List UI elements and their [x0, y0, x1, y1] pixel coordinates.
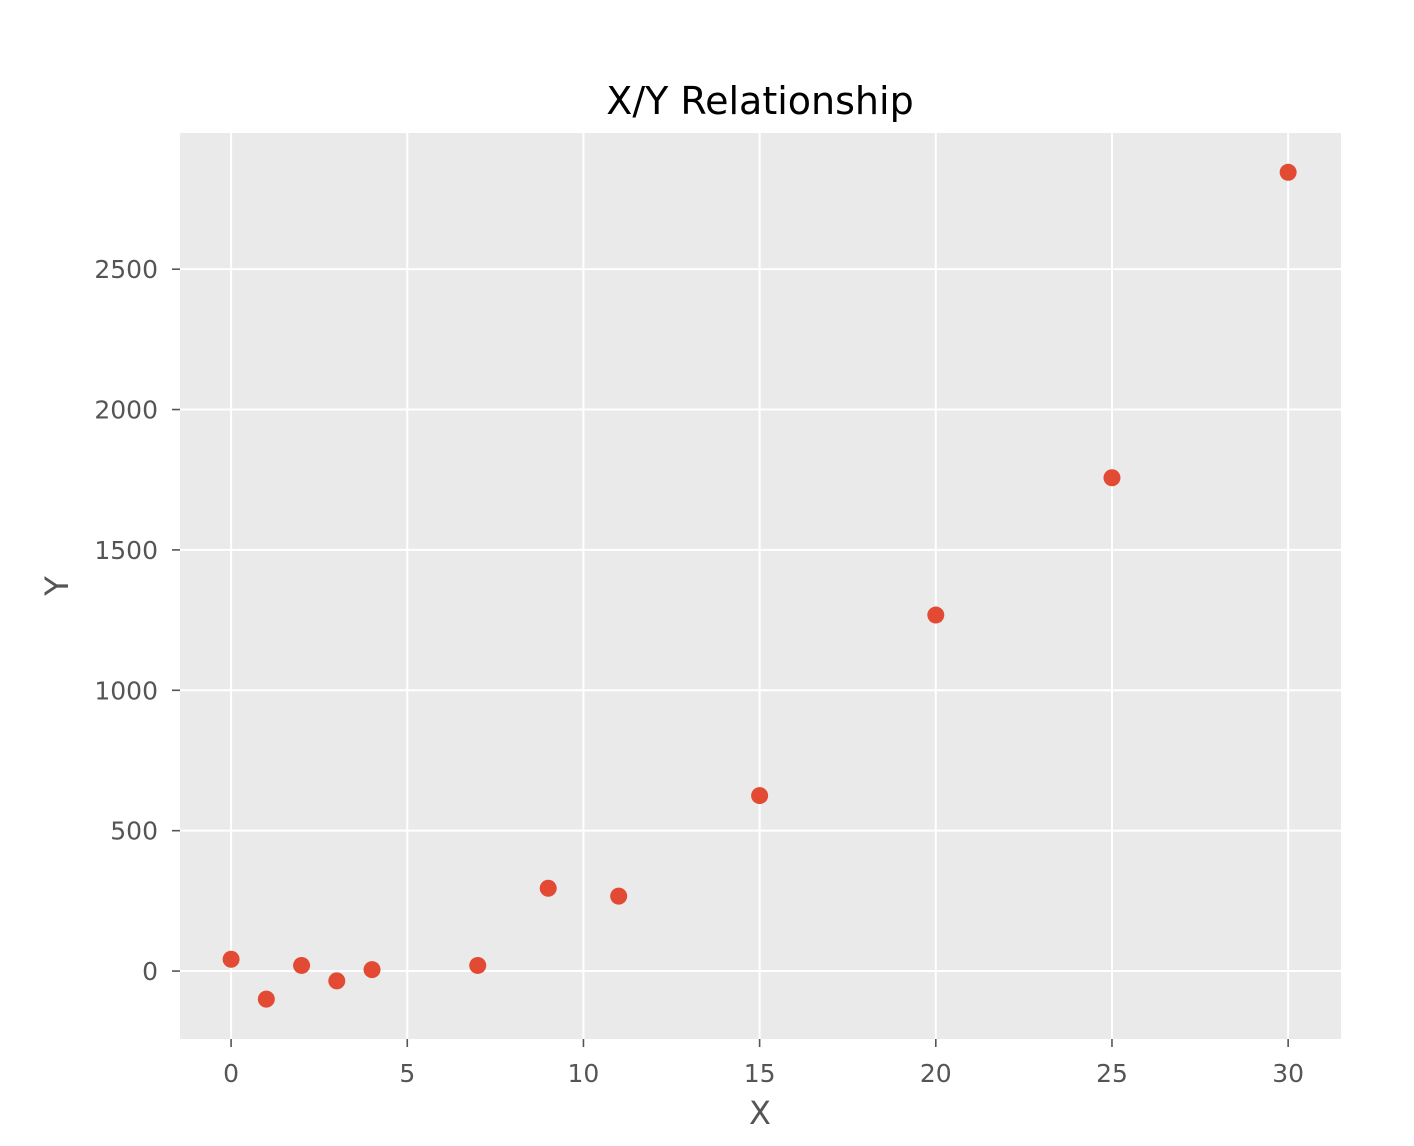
y-tick-label: 1000 — [94, 676, 158, 705]
x-tick-label: 20 — [920, 1059, 952, 1088]
y-tick-label: 2000 — [94, 396, 158, 425]
scatter-point — [1103, 469, 1121, 487]
data-points — [222, 163, 1297, 1008]
scatter-point — [1279, 163, 1297, 181]
scatter-point — [222, 950, 240, 968]
y-axis-label: Y — [38, 576, 76, 597]
x-tick-label: 15 — [744, 1059, 776, 1088]
x-tick-label: 30 — [1272, 1059, 1304, 1088]
y-tick-label: 0 — [142, 957, 158, 986]
scatter-point — [927, 606, 945, 624]
scatter-point — [751, 787, 769, 805]
scatter-point — [539, 879, 557, 897]
scatter-point — [610, 887, 628, 905]
y-tick-label: 1500 — [94, 536, 158, 565]
x-tick-label: 10 — [568, 1059, 600, 1088]
y-tick-label: 2500 — [94, 255, 158, 284]
x-tick-label: 0 — [223, 1059, 239, 1088]
axis-ticks: 0 5 10 15 20 25 30 0 500 1000 1500 2000 2500 — [94, 255, 1304, 1088]
scatter-point — [328, 972, 346, 990]
x-tick-label: 25 — [1096, 1059, 1128, 1088]
scatter-point — [363, 961, 381, 979]
y-tick-label: 500 — [110, 817, 158, 846]
x-axis-label: X — [749, 1094, 771, 1132]
scatter-point — [469, 956, 487, 974]
scatter-point — [293, 956, 311, 974]
x-tick-label: 5 — [399, 1059, 415, 1088]
chart-title: X/Y Relationship — [606, 79, 913, 123]
scatter-point — [257, 990, 275, 1008]
